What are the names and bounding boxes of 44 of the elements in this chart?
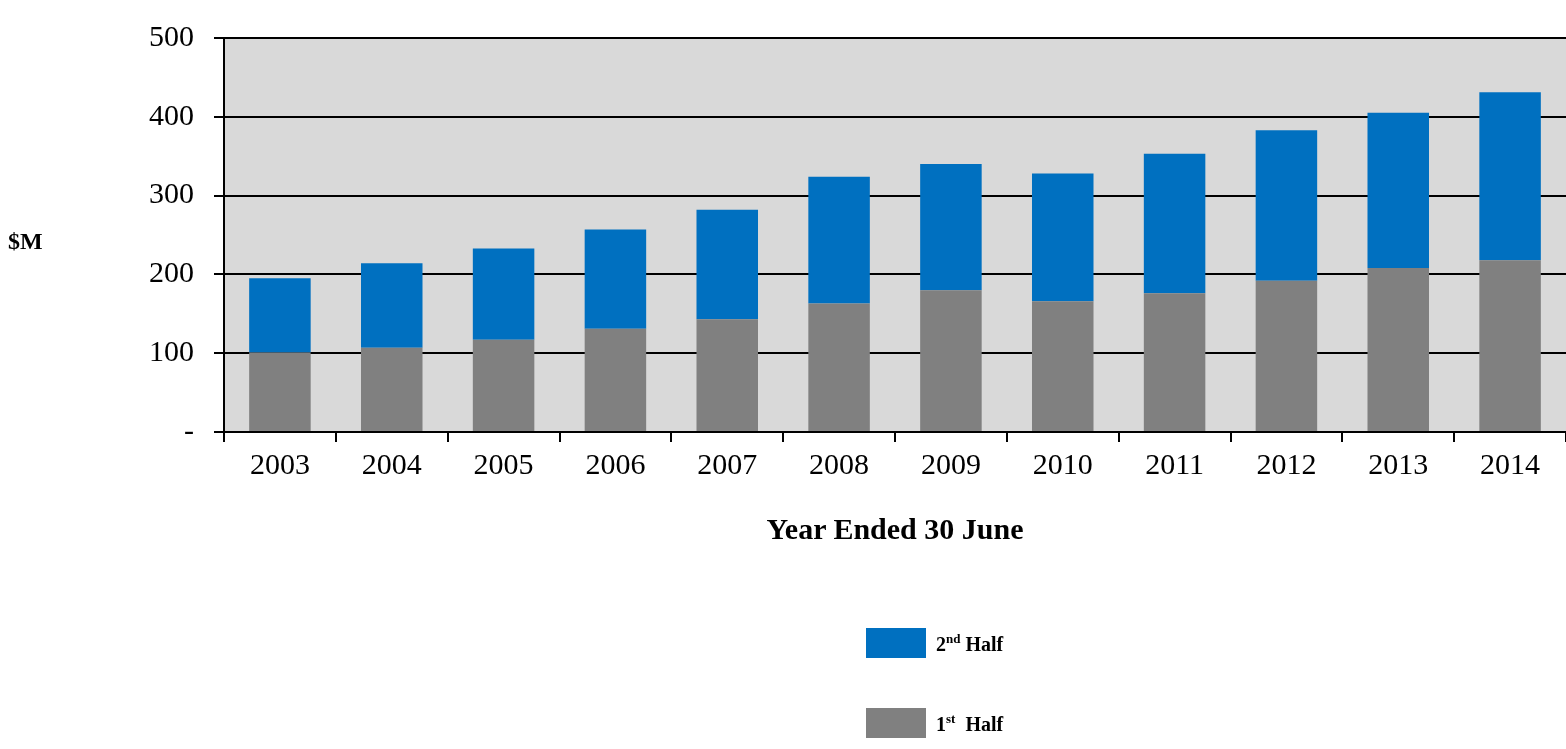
y-axis-title: $M [8, 228, 43, 255]
x-tick-label: 2003 [249, 446, 310, 480]
bar [1367, 112, 1429, 269]
x-tick-label: 2004 [361, 446, 422, 480]
x-axis-title: Year Ended 30 June [765, 512, 1025, 546]
bar [1367, 268, 1429, 431]
x-tick-label: 2011 [1145, 446, 1205, 480]
x-tick-label: 2008 [809, 446, 870, 480]
bar [1143, 293, 1206, 431]
y-tick-label: - [184, 412, 194, 446]
bar [1032, 301, 1094, 431]
bar [808, 176, 870, 304]
bar [472, 248, 535, 340]
x-tick-label: 2012 [1256, 446, 1317, 480]
bar [808, 303, 870, 431]
y-tick-label: 300 [149, 176, 194, 210]
bar [696, 209, 758, 320]
x-tick-label: 2014 [1480, 446, 1541, 480]
bar [249, 278, 311, 353]
x-tick-label: 2005 [473, 446, 534, 480]
x-tick-label: 2010 [1032, 446, 1093, 480]
bar [361, 347, 423, 431]
y-tick-label: 500 [149, 18, 194, 52]
bar [472, 339, 535, 431]
y-tick-label: 200 [149, 255, 194, 289]
bar [1479, 92, 1541, 261]
bar [1255, 130, 1318, 281]
bar [1479, 260, 1541, 431]
y-tick-label: 100 [149, 334, 194, 368]
bar [920, 164, 982, 291]
bar [1143, 153, 1206, 294]
x-tick-label: 2009 [920, 446, 981, 480]
x-tick-label: 2013 [1368, 446, 1429, 480]
bar [920, 290, 982, 431]
y-tick-label: 400 [149, 97, 194, 131]
bar [249, 352, 311, 431]
x-tick-label: 2006 [585, 446, 646, 480]
bar [361, 263, 423, 348]
bar [1255, 280, 1318, 431]
x-tick-label: 2007 [697, 446, 758, 480]
bar [696, 319, 758, 431]
bar [584, 229, 647, 329]
bar [1032, 173, 1094, 302]
bar [584, 328, 647, 431]
